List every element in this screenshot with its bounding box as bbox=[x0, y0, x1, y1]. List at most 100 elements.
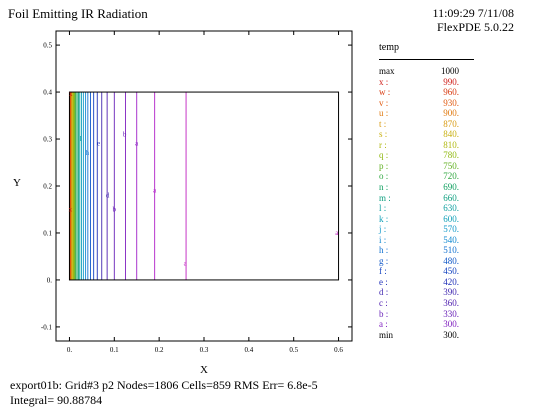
legend-entry: i : 540. bbox=[379, 235, 459, 246]
legend-entry-value: 300. bbox=[443, 329, 459, 340]
x-tick-label-1: 0.1 bbox=[110, 346, 119, 354]
legend-entry-label: c : bbox=[379, 298, 388, 309]
legend-entry-label: max bbox=[379, 66, 395, 76]
y-axis-label: Y bbox=[13, 177, 21, 189]
legend-entry-label: e : bbox=[379, 276, 388, 287]
legend-entry: min 300. bbox=[379, 330, 459, 341]
legend-entry-value: 420. bbox=[443, 276, 459, 287]
x-axis-label: X bbox=[200, 364, 208, 376]
legend-entry-value: 540. bbox=[443, 234, 459, 245]
legend-entry-label: b : bbox=[379, 308, 389, 319]
legend-entry: v : 930. bbox=[379, 98, 459, 109]
legend-entry-value: 600. bbox=[443, 213, 459, 224]
x-tick-label-6: 0.6 bbox=[334, 346, 343, 354]
footer-stats: export01b: Grid#3 p2 Nodes=1806 Cells=85… bbox=[10, 378, 318, 392]
contour-label-4: e bbox=[97, 140, 100, 148]
legend-entry: s : 840. bbox=[379, 129, 459, 140]
legend-entry-value: 1000 bbox=[441, 66, 459, 76]
x-tick-label-3: 0.3 bbox=[200, 346, 209, 354]
legend-entry-label: r : bbox=[379, 139, 387, 150]
legend-entry-label: m : bbox=[379, 192, 391, 203]
contour-label-11: a bbox=[335, 229, 339, 237]
x-tick-label-2: 0.2 bbox=[155, 346, 164, 354]
legend-entry-label: h : bbox=[379, 245, 389, 256]
legend-entry-label: k : bbox=[379, 213, 389, 224]
y-tick-label-5: 0.4 bbox=[43, 89, 52, 97]
y-tick-label-4: 0.3 bbox=[43, 136, 52, 144]
legend-entry: p : 750. bbox=[379, 161, 459, 172]
plot-title: Foil Emitting IR Radiation bbox=[8, 6, 148, 21]
legend-entry-value: 930. bbox=[443, 97, 459, 108]
legend-entry-value: 690. bbox=[443, 182, 459, 193]
timestamp: 11:09:29 7/11/08 bbox=[432, 6, 514, 20]
y-tick-label-6: 0.5 bbox=[43, 42, 52, 50]
y-ticks: -0.1 0. 0.1 0.2 0.3 0.4 0.5 bbox=[41, 42, 352, 331]
contour-label-5: d bbox=[106, 191, 110, 199]
y-tick-label-1: 0. bbox=[47, 276, 53, 284]
version-label: FlexPDE 5.0.22 bbox=[436, 20, 514, 34]
legend-entry: j : 570. bbox=[379, 224, 459, 235]
legend-entry-label: g : bbox=[379, 255, 389, 266]
legend-entries: max 1000 x : 990. w : 960. v : 930. u : 900. t : 87… bbox=[379, 66, 489, 340]
contour-label-2: l bbox=[80, 135, 82, 143]
legend-entry-label: j : bbox=[379, 224, 387, 235]
legend-entry-value: 780. bbox=[443, 150, 459, 161]
legend-divider bbox=[379, 59, 474, 60]
legend-entry-value: 630. bbox=[443, 203, 459, 214]
contour-label-10: a bbox=[184, 260, 188, 268]
legend: temp max 1000 x : 990. w : 960. v : 930. u : 900.… bbox=[379, 42, 489, 340]
legend-entry-value: 570. bbox=[443, 224, 459, 235]
legend-entry-value: 480. bbox=[443, 255, 459, 266]
legend-entry-value: 720. bbox=[443, 171, 459, 182]
legend-entry-value: 810. bbox=[443, 139, 459, 150]
legend-entry-value: 870. bbox=[443, 118, 459, 129]
legend-entry-value: 840. bbox=[443, 129, 459, 140]
legend-entry: g : 480. bbox=[379, 256, 459, 267]
legend-entry: k : 600. bbox=[379, 214, 459, 225]
legend-entry-value: 660. bbox=[443, 192, 459, 203]
legend-entry: u : 900. bbox=[379, 108, 459, 119]
legend-entry: n : 690. bbox=[379, 182, 459, 193]
legend-entry-label: i : bbox=[379, 234, 387, 245]
legend-entry-label: n : bbox=[379, 182, 389, 193]
legend-entry-label: q : bbox=[379, 150, 389, 161]
legend-entry-value: 900. bbox=[443, 108, 459, 119]
legend-entry-value: 390. bbox=[443, 287, 459, 298]
legend-entry: b : 330. bbox=[379, 309, 459, 320]
contour-label-3: h bbox=[86, 149, 90, 157]
legend-entry: a : 300. bbox=[379, 319, 459, 330]
legend-entry-label: a : bbox=[379, 319, 388, 330]
legend-entry-label: w : bbox=[379, 87, 391, 98]
legend-entry-label: p : bbox=[379, 160, 389, 171]
footer-integral: Integral= 90.88784 bbox=[10, 393, 103, 407]
legend-entry: q : 780. bbox=[379, 150, 459, 161]
legend-entry-value: 450. bbox=[443, 266, 459, 277]
legend-entry-label: u : bbox=[379, 108, 389, 119]
x-tick-label-4: 0.4 bbox=[244, 346, 253, 354]
legend-entry: d : 390. bbox=[379, 287, 459, 298]
x-tick-label-0: 0. bbox=[67, 346, 73, 354]
legend-entry-label: x : bbox=[379, 76, 389, 87]
legend-entry: w : 960. bbox=[379, 87, 459, 98]
domain-box bbox=[68, 91, 340, 281]
legend-entry-label: d : bbox=[379, 287, 389, 298]
legend-entry-value: 750. bbox=[443, 160, 459, 171]
x-tick-label-5: 0.5 bbox=[289, 346, 298, 354]
legend-entry: t : 870. bbox=[379, 119, 459, 130]
legend-entry: m : 660. bbox=[379, 193, 459, 204]
legend-entry: o : 720. bbox=[379, 171, 459, 182]
y-tick-label-3: 0.2 bbox=[43, 183, 52, 191]
legend-entry: l : 630. bbox=[379, 203, 459, 214]
legend-entry-label: s : bbox=[379, 129, 388, 140]
legend-entry-value: 510. bbox=[443, 245, 459, 256]
y-tick-label-0: -0.1 bbox=[41, 323, 53, 331]
contour-label-0: x bbox=[69, 205, 73, 213]
legend-entry-label: v : bbox=[379, 97, 389, 108]
contour-label-6: b bbox=[113, 205, 117, 213]
legend-entry-value: 990. bbox=[443, 76, 459, 87]
legend-entry: c : 360. bbox=[379, 298, 459, 309]
legend-entry-label: o : bbox=[379, 171, 389, 182]
legend-entry: max 1000 bbox=[379, 66, 459, 77]
